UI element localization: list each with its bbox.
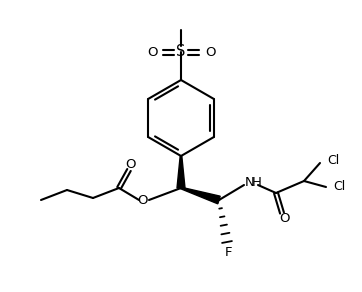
- Text: O: O: [147, 46, 157, 58]
- Text: Cl: Cl: [333, 180, 345, 194]
- Text: Cl: Cl: [327, 154, 339, 168]
- Polygon shape: [177, 156, 185, 188]
- Text: O: O: [126, 157, 136, 171]
- Text: O: O: [205, 46, 215, 58]
- Text: O: O: [279, 213, 289, 225]
- Text: S: S: [176, 44, 186, 60]
- Text: H: H: [252, 175, 262, 189]
- Text: O: O: [138, 194, 148, 206]
- Polygon shape: [181, 187, 220, 204]
- Text: N: N: [245, 175, 255, 189]
- Text: F: F: [225, 246, 233, 258]
